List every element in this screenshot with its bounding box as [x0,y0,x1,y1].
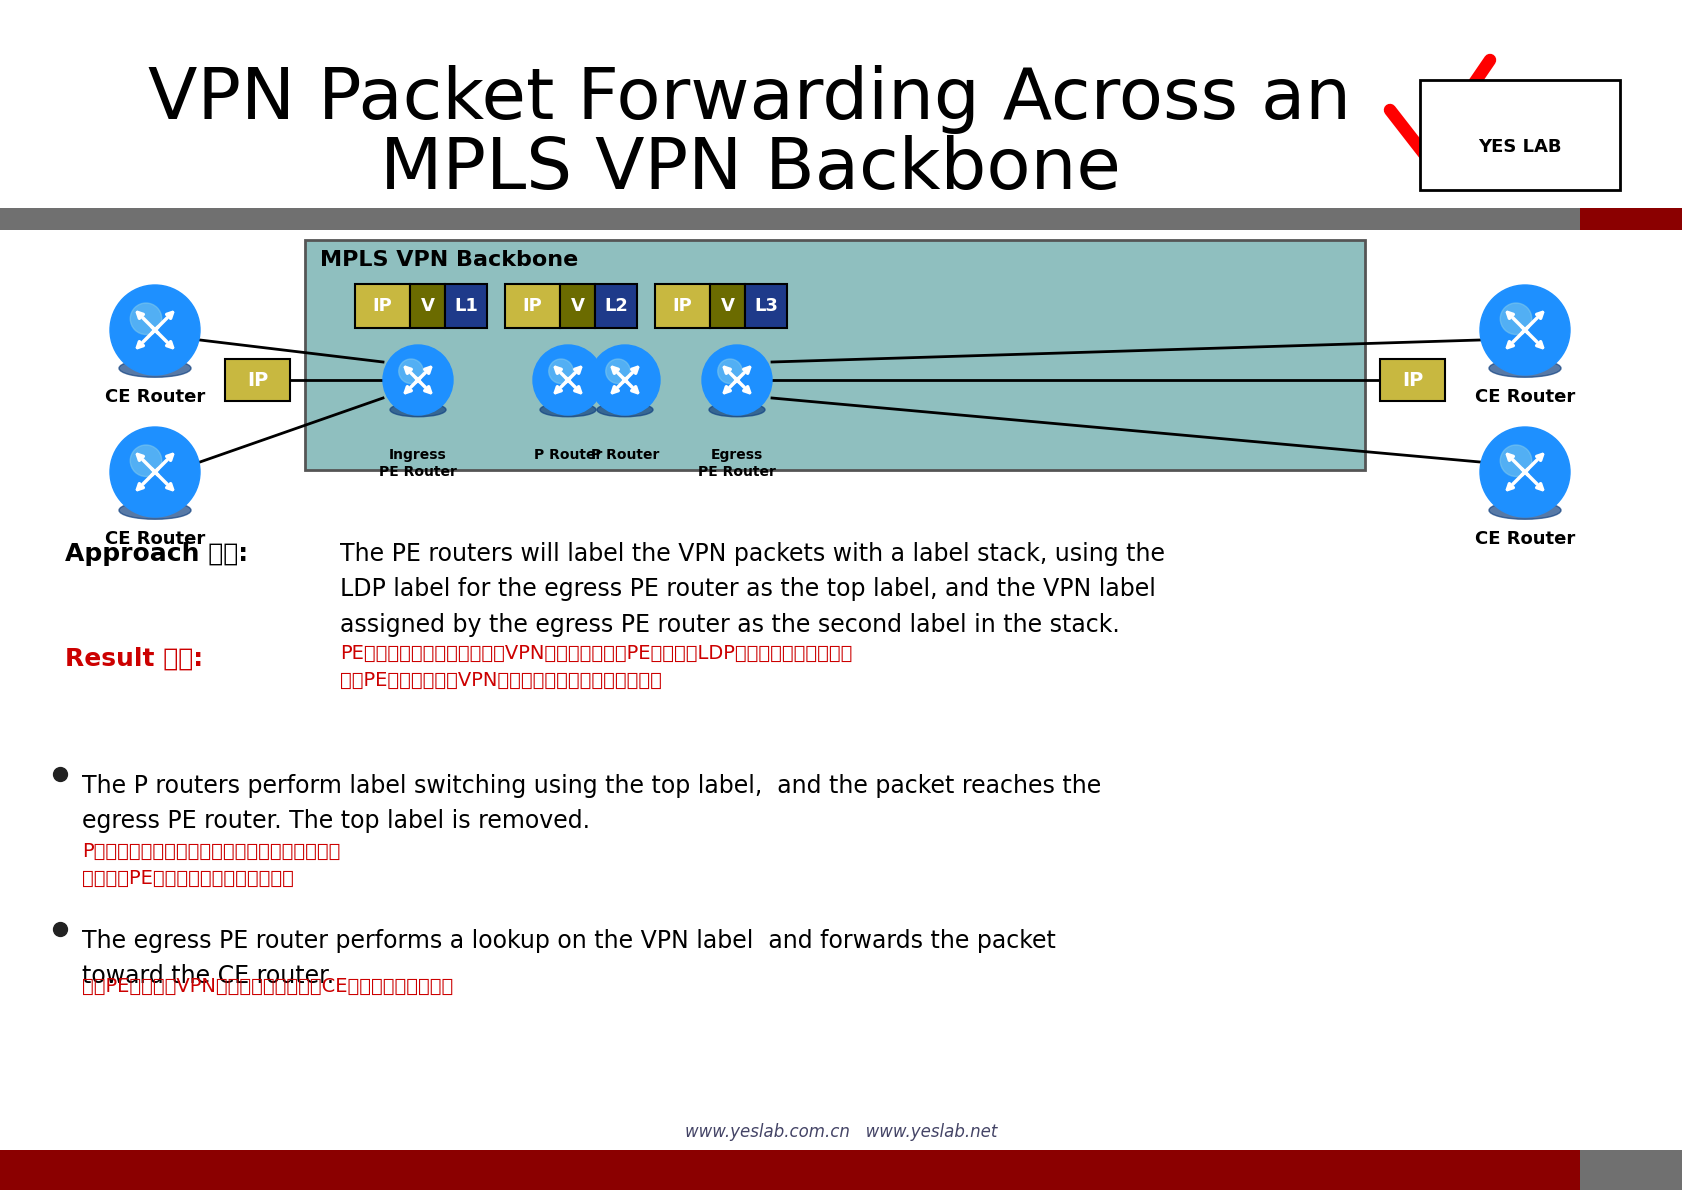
Bar [410,284,444,328]
Text: MPLS VPN Backbone: MPLS VPN Backbone [320,250,579,270]
Ellipse shape [1489,501,1561,519]
Text: P路由器使用顶部标签执行标签交换，并且数据包
到达出口PE路由器。顶部标签被删除。: P路由器使用顶部标签执行标签交换，并且数据包 到达出口PE路由器。顶部标签被删除… [82,843,340,888]
Circle shape [701,345,772,415]
Text: The P routers perform label switching using the top label,  and the packet reach: The P routers perform label switching us… [82,774,1100,833]
Text: The PE routers will label the VPN packets with a label stack, using the
LDP labe: The PE routers will label the VPN packet… [340,541,1164,637]
Circle shape [399,359,422,383]
Bar [0,1150,1579,1190]
Text: V: V [420,298,434,315]
Bar [1579,1150,1682,1190]
Bar [1420,80,1620,190]
Text: L3: L3 [754,298,777,315]
Bar [304,240,1364,470]
Bar [595,284,636,328]
Ellipse shape [708,402,765,416]
Text: IP: IP [523,298,542,315]
Circle shape [109,284,200,375]
Bar [654,284,710,328]
Text: www.yeslab.com.cn   www.yeslab.net: www.yeslab.com.cn www.yeslab.net [685,1123,997,1141]
Text: L2: L2 [604,298,627,315]
Ellipse shape [119,359,190,377]
Circle shape [1499,445,1531,476]
Circle shape [130,303,161,334]
Circle shape [1478,284,1569,375]
Circle shape [606,359,629,383]
Text: The egress PE router performs a lookup on the VPN label  and forwards the packet: The egress PE router performs a lookup o… [82,929,1055,989]
Circle shape [590,345,659,415]
Bar [1579,208,1682,230]
Text: P Router: P Router [533,447,602,462]
Circle shape [130,445,161,476]
Bar [1379,359,1445,401]
Bar [505,284,560,328]
Ellipse shape [540,402,595,416]
Circle shape [533,345,602,415]
Text: PE路由器将使用标签堆栈标签VPN报文，使用出口PE路由器的LDP标签作为顶层标签，由
出口PE路由器分配的VPN标签作为堆叠中的第二个标签。: PE路由器将使用标签堆栈标签VPN报文，使用出口PE路由器的LDP标签作为顶层标… [340,644,851,689]
Text: Ingress
PE Router: Ingress PE Router [378,447,458,480]
Text: IP: IP [1401,370,1423,389]
Text: IP: IP [247,370,267,389]
Circle shape [1499,303,1531,334]
Text: 出口PE路由器对VPN标签执行查找，并向CE路由器转发数据包。: 出口PE路由器对VPN标签执行查找，并向CE路由器转发数据包。 [82,977,452,996]
Ellipse shape [597,402,653,416]
Text: YES LAB: YES LAB [1477,138,1561,156]
Text: L1: L1 [454,298,478,315]
Circle shape [109,427,200,516]
Text: Result 结果:: Result 结果: [66,647,204,671]
Ellipse shape [119,501,190,519]
Text: V: V [570,298,584,315]
Bar [444,284,486,328]
Text: Egress
PE Router: Egress PE Router [698,447,775,480]
Text: CE Router: CE Router [104,530,205,549]
Text: VPN Packet Forwarding Across an: VPN Packet Forwarding Across an [148,65,1351,134]
Circle shape [548,359,574,383]
Bar [710,284,745,328]
Text: IP: IP [673,298,691,315]
Circle shape [1478,427,1569,516]
Text: V: V [720,298,733,315]
Bar [745,284,787,328]
Circle shape [383,345,452,415]
Text: CE Router: CE Router [104,388,205,406]
Text: MPLS VPN Backbone: MPLS VPN Backbone [380,136,1120,205]
Bar [560,284,595,328]
Ellipse shape [390,402,446,416]
Text: P Router: P Router [590,447,659,462]
Text: Approach 方法:: Approach 方法: [66,541,247,566]
Bar [0,208,1579,230]
Text: CE Router: CE Router [1473,530,1574,549]
Bar [225,359,289,401]
Text: IP: IP [372,298,392,315]
Text: CE Router: CE Router [1473,388,1574,406]
Bar [355,284,410,328]
Circle shape [717,359,742,383]
Ellipse shape [1489,359,1561,377]
